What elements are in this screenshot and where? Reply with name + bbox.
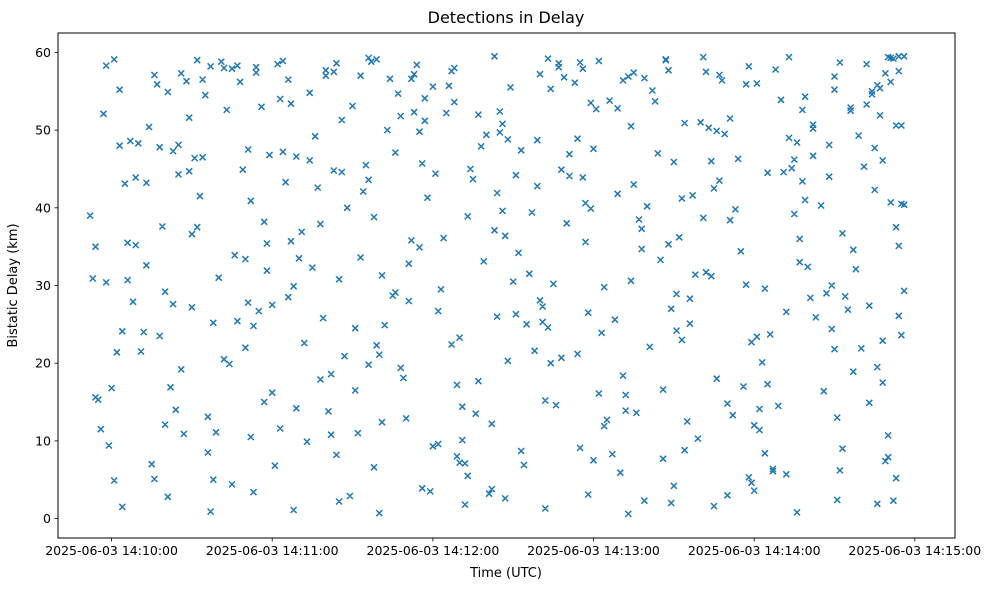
x-tick-group: 2025-06-03 14:10:00 2025-06-03 14:11:00 20… [45, 538, 981, 558]
y-tick-label: 60 [35, 45, 51, 60]
y-tick-label: 0 [43, 511, 51, 526]
x-tick-label: 2025-06-03 14:12:00 [367, 543, 500, 558]
y-tick-group: 0 10 20 30 40 50 60 [35, 45, 58, 526]
y-tick-label: 50 [35, 123, 51, 138]
chart-title: Detections in Delay [428, 8, 585, 27]
y-axis-label: Bistatic Delay (km) [6, 223, 21, 347]
y-tick-label: 40 [35, 200, 51, 215]
x-tick-label: 2025-06-03 14:14:00 [688, 543, 821, 558]
y-tick-label: 10 [35, 433, 51, 448]
axes-frame [57, 32, 956, 539]
x-tick-label: 2025-06-03 14:15:00 [848, 543, 981, 558]
x-axis-label: Time (UTC) [469, 566, 542, 581]
y-tick-label: 20 [35, 356, 51, 371]
y-tick-label: 30 [35, 278, 51, 293]
scatter-marker-path [86, 52, 908, 518]
scatter-points-group [86, 52, 908, 518]
x-tick-label: 2025-06-03 14:10:00 [45, 543, 178, 558]
x-tick-label: 2025-06-03 14:13:00 [527, 543, 660, 558]
x-tick-label: 2025-06-03 14:11:00 [206, 543, 339, 558]
